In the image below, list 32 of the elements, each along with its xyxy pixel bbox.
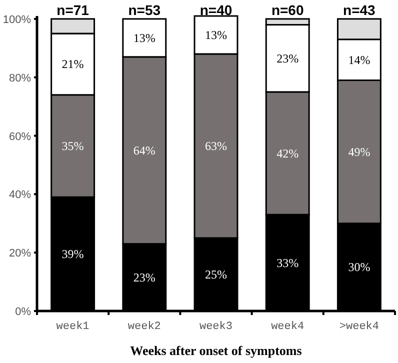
- y-tick-label: 80%: [8, 72, 32, 84]
- data-label: 30%: [348, 260, 370, 274]
- x-tick-label: week3: [199, 321, 233, 333]
- annotation: n=40: [200, 2, 232, 18]
- data-label: 23%: [276, 51, 299, 66]
- annotation: n=43: [343, 2, 376, 18]
- data-label: 42%: [276, 146, 299, 160]
- annotation: n=53: [128, 2, 161, 18]
- data-label: 21%: [62, 57, 84, 72]
- data-label: 35%: [62, 138, 84, 153]
- data-label: 49%: [348, 144, 370, 159]
- y-tick-label: 40%: [8, 189, 32, 202]
- x-tick-label: week4: [271, 321, 304, 333]
- y-tick-label: 60%: [8, 130, 32, 143]
- y-tick-label: 100%: [2, 14, 32, 26]
- x-tick-label: week1: [56, 321, 90, 333]
- data-label: 64%: [133, 143, 156, 158]
- data-label: 14%: [348, 52, 370, 67]
- data-label: 33%: [276, 256, 299, 270]
- annotation: n=60: [271, 2, 304, 18]
- data-label: 13%: [205, 28, 227, 42]
- data-label: 13%: [133, 30, 156, 45]
- data-label: 25%: [205, 267, 227, 282]
- x-axis-title: Weeks after onset of symptoms: [130, 343, 302, 358]
- data-label: 63%: [205, 138, 227, 153]
- data-label: 23%: [133, 270, 156, 284]
- y-tick-label: 20%: [8, 248, 32, 260]
- annotation: n=71: [56, 2, 90, 18]
- x-tick-label: week2: [128, 321, 161, 333]
- data-label: 39%: [62, 247, 84, 262]
- y-tick-label: 0%: [15, 306, 32, 318]
- x-tick-label: >week4: [339, 321, 380, 333]
